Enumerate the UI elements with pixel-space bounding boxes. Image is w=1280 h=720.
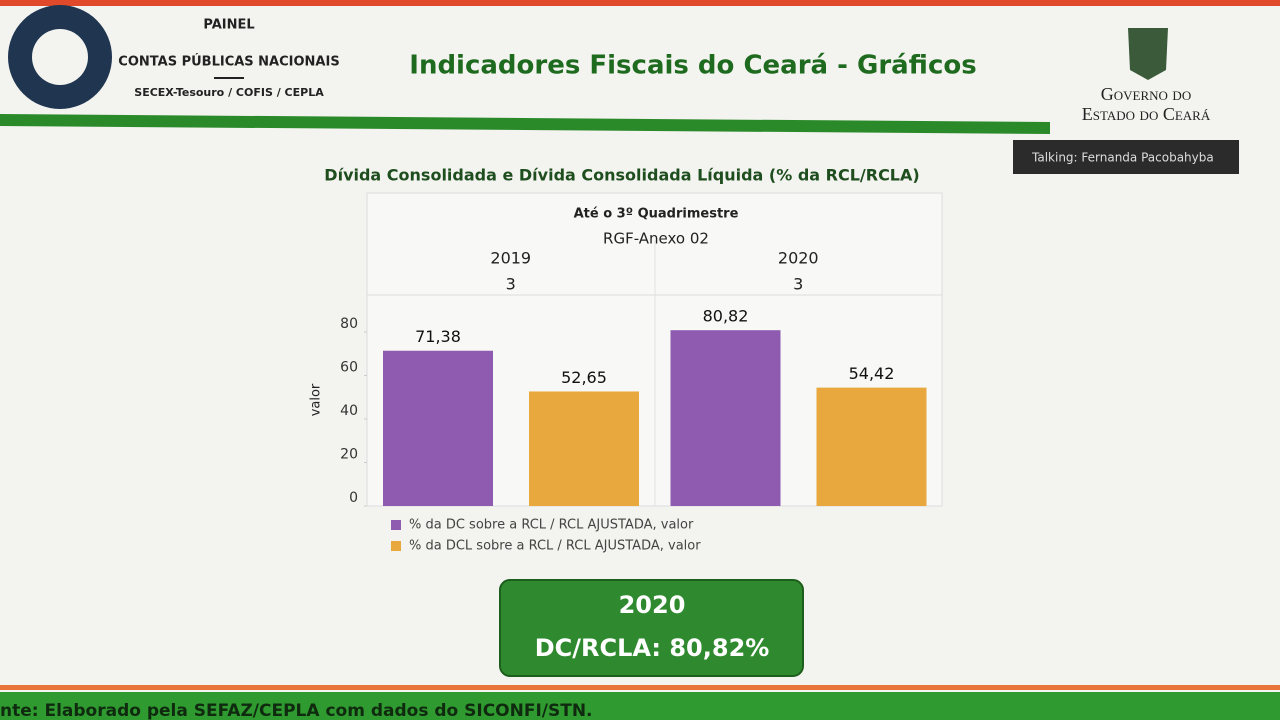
legend-swatch xyxy=(391,541,401,551)
government-line: Governo do xyxy=(1101,84,1191,104)
header-title: Indicadores Fiscais do Ceará - Gráficos xyxy=(409,51,976,81)
footer-band xyxy=(0,692,1280,720)
chart-title: Dívida Consolidada e Dívida Consolidada … xyxy=(324,166,919,185)
chart-subtitle: Até o 3º Quadrimestre xyxy=(574,207,739,222)
highlight-line: DC/RCLA: 80,82% xyxy=(535,634,770,662)
legend-swatch xyxy=(391,520,401,530)
category-label: 2019 xyxy=(490,249,531,268)
government-line: Estado do Ceará xyxy=(1082,104,1211,124)
talking-label: Talking: Fernanda Pacobahyba xyxy=(1031,151,1214,165)
category-label: 2020 xyxy=(778,249,819,268)
y-tick-label: 40 xyxy=(340,403,358,419)
panel-line: SECEX-Tesouro / COFIS / CEPLA xyxy=(134,86,324,99)
period-label: 3 xyxy=(506,275,516,294)
chart-subtitle: RGF-Anexo 02 xyxy=(603,230,709,248)
bar xyxy=(529,391,639,506)
legend-label: % da DCL sobre a RCL / RCL AJUSTADA, val… xyxy=(409,539,701,554)
footer-line xyxy=(0,685,1280,690)
y-tick-label: 20 xyxy=(340,446,358,462)
y-tick-label: 60 xyxy=(340,359,358,375)
bar xyxy=(383,350,493,506)
value-label: 54,42 xyxy=(849,364,895,383)
top-strip xyxy=(0,0,1280,6)
bar xyxy=(816,387,927,506)
logo-inner xyxy=(32,29,88,85)
y-tick-label: 0 xyxy=(349,490,358,506)
footer-text: nte: Elaborado pela SEFAZ/CEPLA com dado… xyxy=(0,701,593,720)
talking-box xyxy=(1013,140,1239,174)
bar xyxy=(670,330,781,506)
highlight-box xyxy=(499,579,804,677)
y-axis-label: valor xyxy=(309,383,324,416)
value-label: 80,82 xyxy=(703,307,749,326)
value-label: 71,38 xyxy=(415,327,461,346)
highlight-line: 2020 xyxy=(619,591,686,619)
value-label: 52,65 xyxy=(561,368,607,387)
header-band xyxy=(0,114,1050,134)
legend-label: % da DC sobre a RCL / RCL AJUSTADA, valo… xyxy=(409,518,694,533)
coat-of-arms xyxy=(1128,28,1168,80)
panel-line: PAINEL xyxy=(203,18,254,33)
y-tick-label: 80 xyxy=(340,316,358,332)
period-label: 3 xyxy=(793,275,803,294)
panel-line: CONTAS PÚBLICAS NACIONAIS xyxy=(118,54,339,70)
